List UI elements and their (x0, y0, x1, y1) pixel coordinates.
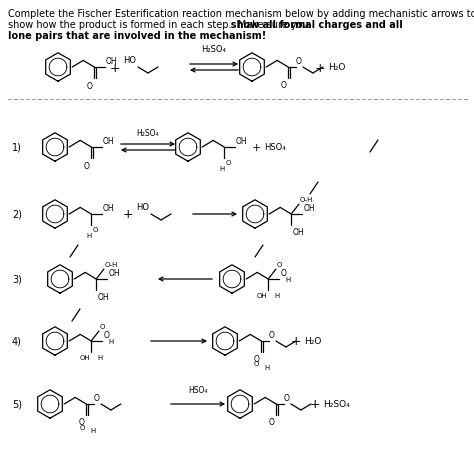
Text: OH: OH (108, 268, 120, 278)
Text: O-H: O-H (300, 197, 313, 202)
Text: HSO₄: HSO₄ (264, 143, 286, 152)
Text: H₂SO₄: H₂SO₄ (201, 46, 227, 55)
Text: O: O (268, 417, 274, 426)
Text: HO: HO (136, 202, 149, 212)
Text: +: + (123, 208, 133, 221)
Text: H: H (86, 233, 91, 238)
Text: OH: OH (102, 203, 114, 212)
Text: O: O (269, 330, 275, 339)
Text: H: H (285, 276, 291, 283)
Text: OH: OH (256, 293, 267, 298)
Text: O-H: O-H (105, 262, 118, 268)
Text: H₂SO₄: H₂SO₄ (323, 399, 350, 409)
Text: +: + (291, 335, 301, 348)
Text: O: O (277, 262, 283, 268)
Text: O: O (296, 57, 302, 66)
Text: H: H (97, 354, 102, 360)
Text: O: O (103, 330, 109, 339)
Text: H₂O: H₂O (328, 63, 346, 72)
Text: O: O (225, 160, 230, 166)
Text: +: + (315, 61, 325, 74)
Text: 3): 3) (12, 274, 22, 284)
Text: O: O (94, 393, 100, 402)
Text: H: H (219, 166, 225, 172)
Text: H₂SO₄: H₂SO₄ (137, 129, 159, 138)
Text: O: O (284, 393, 290, 402)
Text: H₂O: H₂O (304, 337, 321, 346)
Text: HO: HO (123, 56, 136, 65)
Text: Complete the Fischer Esterification reaction mechanism below by adding mechanist: Complete the Fischer Esterification reac… (8, 9, 474, 19)
Text: O: O (253, 354, 259, 363)
Text: H: H (108, 338, 113, 344)
Text: show all formal charges and all: show all formal charges and all (8, 20, 403, 30)
Text: O: O (280, 268, 286, 278)
Text: H: H (274, 293, 280, 298)
Text: H: H (90, 427, 95, 433)
Text: OH: OH (80, 354, 90, 360)
Text: O: O (80, 424, 85, 430)
Text: 2): 2) (12, 210, 22, 219)
Text: OH: OH (235, 136, 247, 146)
Text: 4): 4) (12, 336, 22, 346)
Text: O: O (254, 360, 259, 366)
Text: H: H (264, 364, 270, 370)
Text: O: O (86, 82, 92, 91)
Text: +: + (310, 398, 320, 410)
Text: 5): 5) (12, 399, 22, 409)
Text: OH: OH (105, 57, 117, 66)
Text: O: O (83, 162, 89, 171)
Text: O: O (100, 324, 105, 329)
Text: 1): 1) (12, 143, 22, 153)
Text: lone pairs that are involved in the mechanism!: lone pairs that are involved in the mech… (8, 31, 266, 41)
Text: HSO₄: HSO₄ (188, 386, 208, 394)
Text: OH: OH (292, 228, 304, 237)
Text: OH: OH (303, 203, 315, 212)
Text: OH: OH (97, 293, 109, 301)
Text: O: O (280, 81, 286, 90)
Text: O: O (78, 417, 84, 426)
Text: OH: OH (102, 136, 114, 146)
Text: show how the product is formed in each step.  Make sure you: show how the product is formed in each s… (8, 20, 312, 30)
Text: +: + (251, 143, 261, 153)
Text: O: O (92, 227, 98, 233)
Text: +: + (109, 61, 120, 74)
